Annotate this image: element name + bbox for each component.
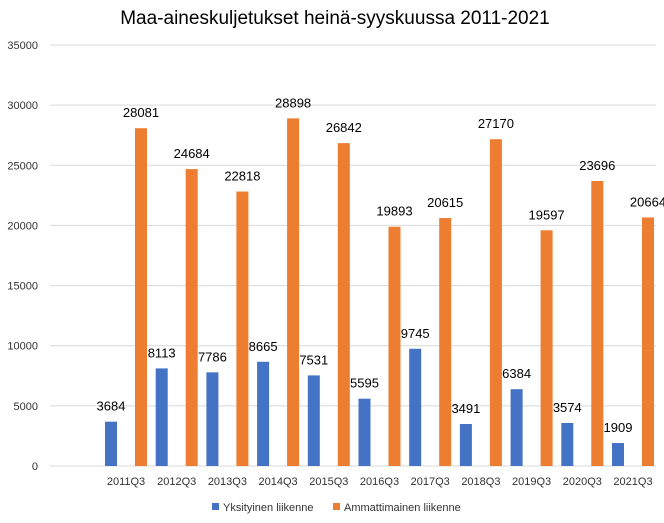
data-label: 5595: [350, 376, 379, 391]
data-label: 27170: [478, 116, 514, 131]
data-label: 19893: [376, 204, 412, 219]
data-label: 7531: [299, 352, 328, 367]
data-label: 3684: [97, 399, 126, 414]
bar-yksityinen: [459, 424, 472, 466]
legend: Yksityinen liikenne Ammattimainen liikenn…: [212, 502, 461, 514]
data-label: 8113: [148, 345, 176, 360]
bar-yksityinen: [206, 372, 219, 466]
bar-ammattimainen: [236, 191, 249, 467]
legend-swatch: [333, 503, 340, 510]
data-label: 8665: [249, 339, 278, 354]
x-tick-label: 2021Q3: [613, 476, 652, 488]
bar-yksityinen: [358, 398, 371, 466]
x-tick-label: 2013Q3: [208, 476, 247, 488]
y-tick-label: 35000: [7, 40, 38, 52]
bar-ammattimainen: [489, 139, 502, 466]
data-label: 3574: [553, 400, 582, 415]
bar-yksityinen: [105, 421, 117, 466]
bar-ammattimainen: [540, 230, 553, 466]
y-tick-label: 5000: [14, 401, 38, 413]
data-label: 3491: [451, 401, 480, 416]
y-tick-label: 25000: [7, 160, 38, 172]
data-label: 26842: [326, 120, 362, 135]
x-tick-label: 2016Q3: [360, 476, 399, 488]
gridlines: [50, 44, 656, 467]
legend-swatch: [212, 503, 219, 510]
data-label: 19597: [529, 207, 565, 222]
y-tick-label: 10000: [7, 341, 38, 353]
legend-label: Yksityinen liikenne: [223, 502, 314, 514]
bar-ammattimainen: [135, 128, 147, 466]
data-label: 28081: [123, 105, 159, 120]
y-tick-label: 0: [32, 461, 38, 473]
x-tick-label: 2015Q3: [309, 476, 348, 488]
x-axis-ticks: 2011Q3 2012Q3 2013Q3 2014Q3 2015Q3 2016Q3 2017…: [107, 476, 653, 488]
x-tick-label: 2017Q3: [411, 476, 450, 488]
y-axis-ticks: 0 5000 10000 15000 20000 25000 30000 35000: [7, 40, 38, 473]
data-label: 20664: [630, 194, 664, 209]
bar-ammattimainen: [287, 118, 300, 466]
data-label: 20615: [427, 195, 463, 210]
bar-yksityinen: [155, 368, 168, 466]
bar-yksityinen: [510, 389, 523, 466]
x-tick-label: 2014Q3: [259, 476, 298, 488]
data-label: 6384: [502, 366, 531, 381]
bar-ammattimainen: [591, 180, 604, 466]
bar-yksityinen: [409, 348, 422, 466]
bar-ammattimainen: [337, 143, 350, 466]
legend-label: Ammattimainen liikenne: [344, 502, 461, 514]
x-tick-label: 2011Q3: [107, 476, 145, 488]
bars: [105, 118, 654, 467]
bar-yksityinen: [307, 375, 320, 466]
chart-title: Maa-aineskuljetukset heinä-syyskuussa 20…: [120, 8, 550, 29]
data-labels: 3684 28081 8113 24684 7786 22818 8665 28898 7531…: [97, 95, 664, 435]
x-tick-label: 2018Q3: [461, 476, 500, 488]
data-label: 7786: [198, 349, 227, 364]
x-tick-label: 2012Q3: [157, 476, 196, 488]
x-tick-label: 2020Q3: [563, 476, 602, 488]
data-label: 22818: [224, 169, 260, 184]
bar-ammattimainen: [439, 218, 452, 466]
bar-ammattimainen: [642, 217, 654, 466]
x-tick-label: 2019Q3: [512, 476, 551, 488]
data-label: 23696: [579, 158, 615, 173]
bar-ammattimainen: [185, 169, 198, 467]
data-label: 9745: [401, 326, 430, 341]
bar-yksityinen: [612, 443, 624, 466]
bar-ammattimainen: [388, 226, 401, 466]
y-tick-label: 20000: [7, 220, 38, 232]
y-tick-label: 15000: [7, 281, 38, 293]
data-label: 1909: [604, 420, 633, 435]
bar-yksityinen: [257, 361, 270, 466]
data-label: 28898: [275, 95, 311, 110]
y-tick-label: 30000: [7, 100, 38, 112]
data-label: 24684: [174, 146, 210, 161]
bar-yksityinen: [561, 423, 574, 466]
